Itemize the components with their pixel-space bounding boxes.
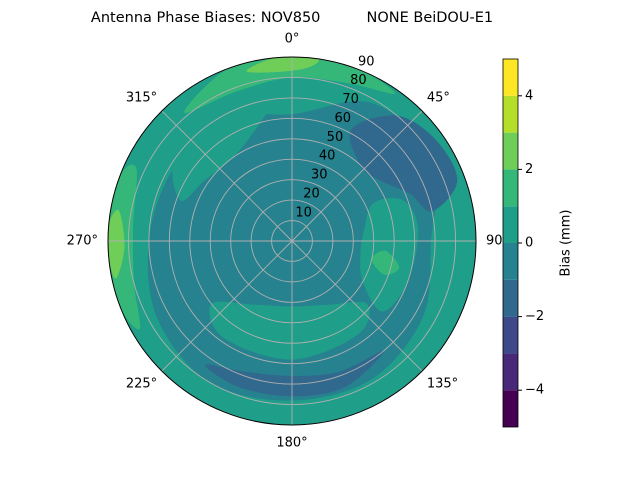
contour-region — [108, 209, 125, 279]
r-tick-label: 40 — [319, 149, 336, 164]
contour-region — [246, 57, 320, 73]
overlay: 10 20 30 40 50 60 70 80 90 0° 45° 90 135° 180° 225° 270… — [67, 32, 503, 451]
theta-tick-label: 225° — [126, 376, 157, 391]
colorbar-band — [503, 169, 518, 207]
colorbar-band — [503, 206, 518, 243]
colorbar-band — [503, 316, 518, 354]
plot-frame — [107, 56, 477, 426]
colorbar-tick-label: 0 — [525, 236, 533, 251]
r-tick-label: 60 — [334, 111, 351, 126]
grid-spoke — [161, 110, 293, 242]
contour-region — [184, 57, 396, 114]
colorbar-band — [503, 132, 518, 170]
contour-region — [349, 115, 458, 212]
colorbar-tick-label: −4 — [525, 383, 544, 398]
theta-tick-label: 90 — [486, 234, 503, 249]
contour-region — [371, 250, 400, 275]
theta-tick-label: 135° — [427, 376, 458, 391]
colorbar-band — [503, 95, 518, 133]
colorbar-band — [503, 353, 518, 391]
colorbar-label: Bias (mm) — [559, 210, 574, 277]
colorbar-band — [503, 59, 518, 96]
colorbar-tick-label: 2 — [525, 162, 533, 177]
grid-spoke — [291, 240, 423, 372]
grid-spoke — [161, 240, 293, 372]
theta-tick-label: 0° — [285, 32, 300, 47]
r-tick-label: 10 — [295, 205, 312, 220]
r-tick-label: 80 — [350, 73, 367, 88]
theta-tick-label: 45° — [427, 91, 450, 106]
colorbar-tick-label: −2 — [525, 309, 544, 324]
chart-title: Antenna Phase Biases: NOV850 NONE BeiDOU… — [91, 10, 493, 26]
r-tick-label: 90 — [358, 54, 375, 69]
plot-area — [108, 57, 476, 425]
theta-tick-label: 180° — [276, 436, 307, 451]
colorbar-band — [503, 279, 518, 317]
contour-region — [172, 103, 271, 201]
r-tick-label: 50 — [327, 130, 344, 145]
colorbar-tick-label: 4 — [525, 88, 533, 103]
contour-region — [209, 301, 370, 360]
grid-spoke — [291, 110, 423, 242]
r-tick-label: 30 — [311, 168, 328, 183]
colorbar-band — [503, 243, 518, 280]
contour-region — [205, 350, 385, 397]
r-tick-label: 70 — [342, 92, 359, 107]
theta-tick-label: 270° — [67, 234, 98, 249]
colorbar-band — [503, 390, 518, 427]
theta-tick-label: 315° — [126, 91, 157, 106]
r-tick-label: 20 — [303, 186, 320, 201]
